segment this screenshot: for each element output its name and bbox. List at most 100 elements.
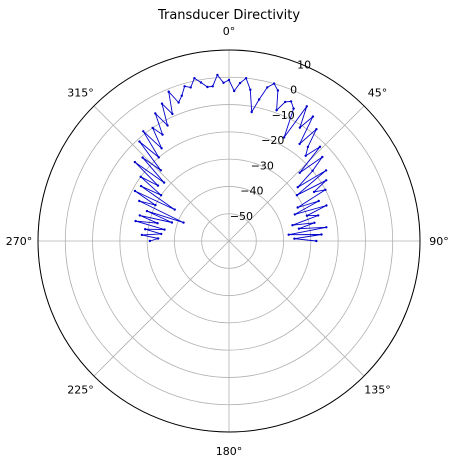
data-point [305, 105, 308, 108]
data-point [133, 189, 137, 193]
data-point [325, 179, 328, 182]
data-point [313, 221, 316, 224]
theta-grid-line [228, 105, 365, 242]
data-point [266, 86, 269, 89]
data-point [170, 221, 174, 224]
theta-tick-label: 0° [223, 25, 236, 38]
data-point [173, 208, 176, 211]
data-point [160, 102, 164, 105]
data-point [249, 88, 252, 91]
data-point [177, 101, 180, 104]
data-point [160, 147, 163, 150]
data-point [284, 100, 287, 104]
data-point [157, 156, 160, 159]
data-point [148, 239, 152, 243]
data-point [140, 233, 144, 237]
series-layer [133, 73, 328, 243]
data-point [182, 221, 185, 224]
data-point [154, 203, 157, 207]
data-point [193, 77, 196, 80]
data-point [154, 112, 157, 115]
data-point [180, 94, 183, 97]
data-point [238, 81, 242, 85]
data-point [318, 145, 322, 148]
data-point [317, 199, 320, 203]
data-point [171, 112, 174, 116]
r-tick-label: −30 [251, 159, 274, 172]
chart-title: Transducer Directivity [157, 8, 300, 23]
data-point [320, 233, 323, 236]
theta-tick-label: 225° [67, 383, 94, 396]
data-point [162, 181, 166, 184]
data-point [145, 209, 149, 213]
data-point [139, 184, 143, 188]
data-point [222, 81, 225, 85]
data-point [325, 204, 328, 207]
data-point [296, 186, 299, 189]
data-point [244, 77, 248, 80]
data-point [134, 219, 137, 223]
theta-grid-line [93, 105, 230, 242]
theta-tick-label: 315° [67, 87, 94, 100]
data-point [138, 140, 141, 143]
data-point [133, 160, 137, 164]
data-point [138, 214, 141, 217]
data-point [324, 169, 328, 172]
data-point [156, 237, 160, 240]
theta-tick-label: 180° [216, 445, 243, 458]
data-point [298, 171, 301, 174]
data-point [275, 109, 278, 112]
data-point [156, 184, 160, 187]
data-point [199, 81, 203, 84]
data-point [291, 224, 294, 227]
data-point [160, 232, 163, 236]
data-point [250, 110, 253, 114]
data-point [304, 154, 307, 157]
data-point [161, 133, 164, 136]
data-point [306, 145, 310, 149]
data-point [293, 213, 296, 216]
data-point [324, 188, 327, 191]
data-point [296, 206, 299, 209]
data-point [183, 85, 186, 88]
data-point [282, 136, 286, 139]
data-point [315, 239, 318, 243]
theta-grid-line [228, 240, 365, 377]
data-point [321, 155, 324, 159]
data-point [206, 85, 209, 89]
theta-tick-label: 45° [368, 87, 388, 100]
data-point [151, 126, 154, 130]
data-point [297, 227, 301, 230]
r-tick-label: −40 [240, 185, 263, 198]
theta-tick-label: 270° [6, 235, 33, 248]
data-point [167, 90, 170, 93]
data-point [311, 115, 315, 118]
data-point [272, 82, 276, 85]
data-point [227, 78, 231, 82]
data-point [144, 228, 147, 231]
data-point [311, 169, 314, 172]
data-point [216, 73, 219, 77]
theta-tick-label: 135° [364, 383, 391, 396]
data-point [166, 124, 169, 127]
data-point [305, 214, 309, 217]
data-point [315, 128, 318, 131]
data-point [142, 130, 145, 133]
data-point [292, 107, 295, 110]
r-tick-label: −50 [230, 210, 253, 223]
data-point [293, 237, 296, 240]
data-point [287, 233, 290, 236]
r-tick-label: 0 [290, 84, 297, 97]
polar-grid [37, 49, 421, 433]
data-point [257, 98, 261, 101]
theta-grid-line [93, 240, 230, 377]
theta-tick-label: 90° [429, 235, 449, 248]
data-point [289, 100, 293, 103]
data-point [325, 226, 328, 229]
data-point [298, 142, 301, 146]
data-point [298, 126, 302, 129]
data-point [138, 199, 141, 203]
data-point [295, 194, 299, 197]
